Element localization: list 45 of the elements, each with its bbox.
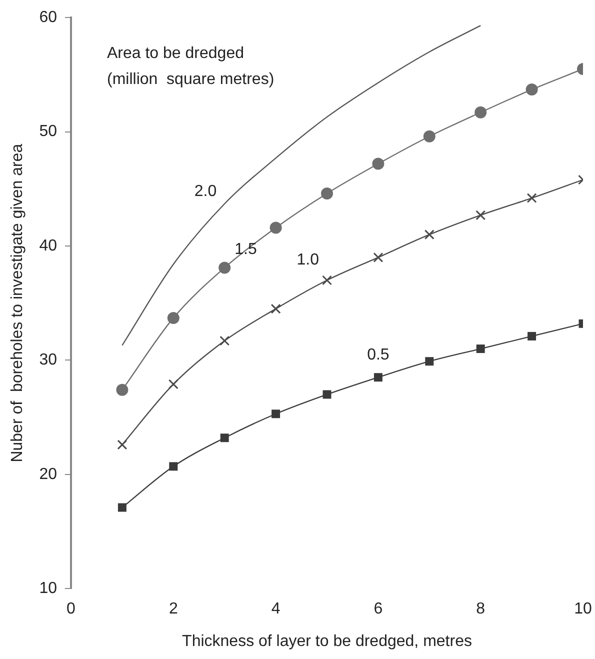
- x-tick-label: 4: [271, 600, 280, 618]
- point: [423, 130, 436, 142]
- point: [526, 84, 538, 96]
- point: [220, 336, 230, 346]
- legend-title: Area to be dredged (million square metres): [106, 45, 274, 88]
- point: [321, 187, 333, 200]
- point: [117, 440, 128, 450]
- point: [425, 357, 434, 366]
- point: [528, 332, 536, 340]
- y-tick-label: 50: [39, 123, 58, 140]
- point: [373, 252, 384, 262]
- x-tick-label: 8: [476, 600, 486, 618]
- point: [424, 230, 434, 240]
- point: [167, 312, 180, 324]
- point: [322, 275, 332, 286]
- point: [169, 462, 178, 471]
- point: [218, 262, 231, 274]
- y-tick-label: 30: [39, 352, 58, 369]
- point: [118, 503, 126, 512]
- y-tick-label: 20: [39, 466, 58, 483]
- x-tick-label: 2: [168, 600, 178, 618]
- series-label: 2.0: [194, 183, 217, 200]
- x-tick-label: 6: [374, 600, 383, 618]
- series-label: 1.0: [296, 252, 320, 269]
- point: [374, 373, 382, 382]
- point: [168, 379, 178, 390]
- point: [272, 410, 280, 418]
- x-tick-label: 0: [66, 600, 76, 618]
- point: [220, 434, 229, 442]
- point: [270, 304, 281, 314]
- x-axis-title: Thickness of layer to be dredged, metres: [182, 632, 472, 650]
- point: [270, 222, 282, 234]
- point: [116, 384, 128, 396]
- x-tick-label: 10: [574, 600, 592, 618]
- series-label: 0.5: [367, 346, 390, 364]
- point: [372, 158, 384, 170]
- point: [322, 390, 332, 399]
- y-tick-label: 60: [39, 9, 58, 26]
- y-axis-title: Nuber of boreholes to investigate given area: [9, 144, 26, 462]
- point: [526, 193, 537, 204]
- point: [474, 106, 487, 118]
- point: [476, 344, 485, 354]
- y-tick-label: 10: [39, 580, 58, 598]
- point: [476, 210, 486, 220]
- y-tick-label: 40: [39, 237, 58, 254]
